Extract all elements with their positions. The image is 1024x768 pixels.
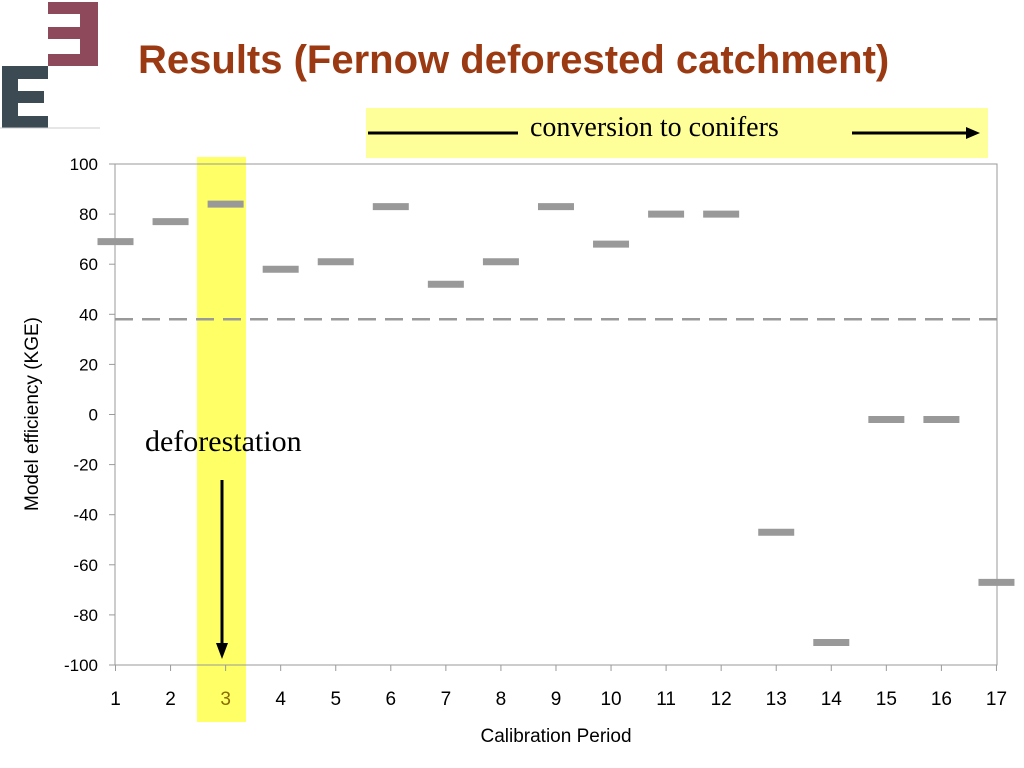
banner-arrow-head [966,127,980,139]
conversion-banner-text: conversion to conifers [530,112,779,143]
y-axis-title: Model efficiency (KGE) [22,317,43,511]
plot-area [114,163,998,666]
logo-e-glyph [2,66,48,128]
y-tick-label: -40 [73,506,98,525]
x-tick-label: 14 [821,689,843,710]
y-tick-label: 0 [89,406,98,425]
x-tick-label: 16 [931,689,952,710]
x-tick-label: 7 [441,689,452,710]
x-tick-label: 13 [766,689,787,710]
slide-title: Results (Fernow deforested catchment) [138,38,890,82]
e3-logo [0,2,100,129]
y-tick-label: -20 [73,456,98,475]
x-tick-label: 17 [986,689,1007,710]
x-tick-label: 11 [656,689,676,710]
x-tick-label: 6 [386,689,397,710]
y-tick-label: -80 [73,606,98,625]
x-tick-label: 15 [876,689,897,710]
y-tick-label: -60 [73,556,98,575]
x-tick-label: 2 [165,689,176,710]
y-tick-label: 20 [79,355,98,374]
x-tick-label: 5 [330,689,341,710]
x-axis-title: Calibration Period [480,726,631,747]
y-tick-label: 80 [79,205,98,224]
x-tick-label: 10 [600,689,621,710]
x-tick-label: 9 [551,689,562,710]
deforestation-arrow-head [216,643,228,659]
x-tick-label: 1 [110,689,121,710]
y-tick-label: 40 [79,305,98,324]
y-tick-label: 100 [70,155,98,174]
x-tick-label: 3 [220,689,231,710]
y-tick-label: -100 [64,656,98,675]
x-tick-label: 8 [496,689,507,710]
deforestation-label: deforestation [145,425,302,458]
x-tick-label: 4 [275,689,286,710]
logo-three-glyph [48,2,98,66]
y-tick-label: 60 [79,255,98,274]
x-tick-label: 12 [711,689,732,710]
